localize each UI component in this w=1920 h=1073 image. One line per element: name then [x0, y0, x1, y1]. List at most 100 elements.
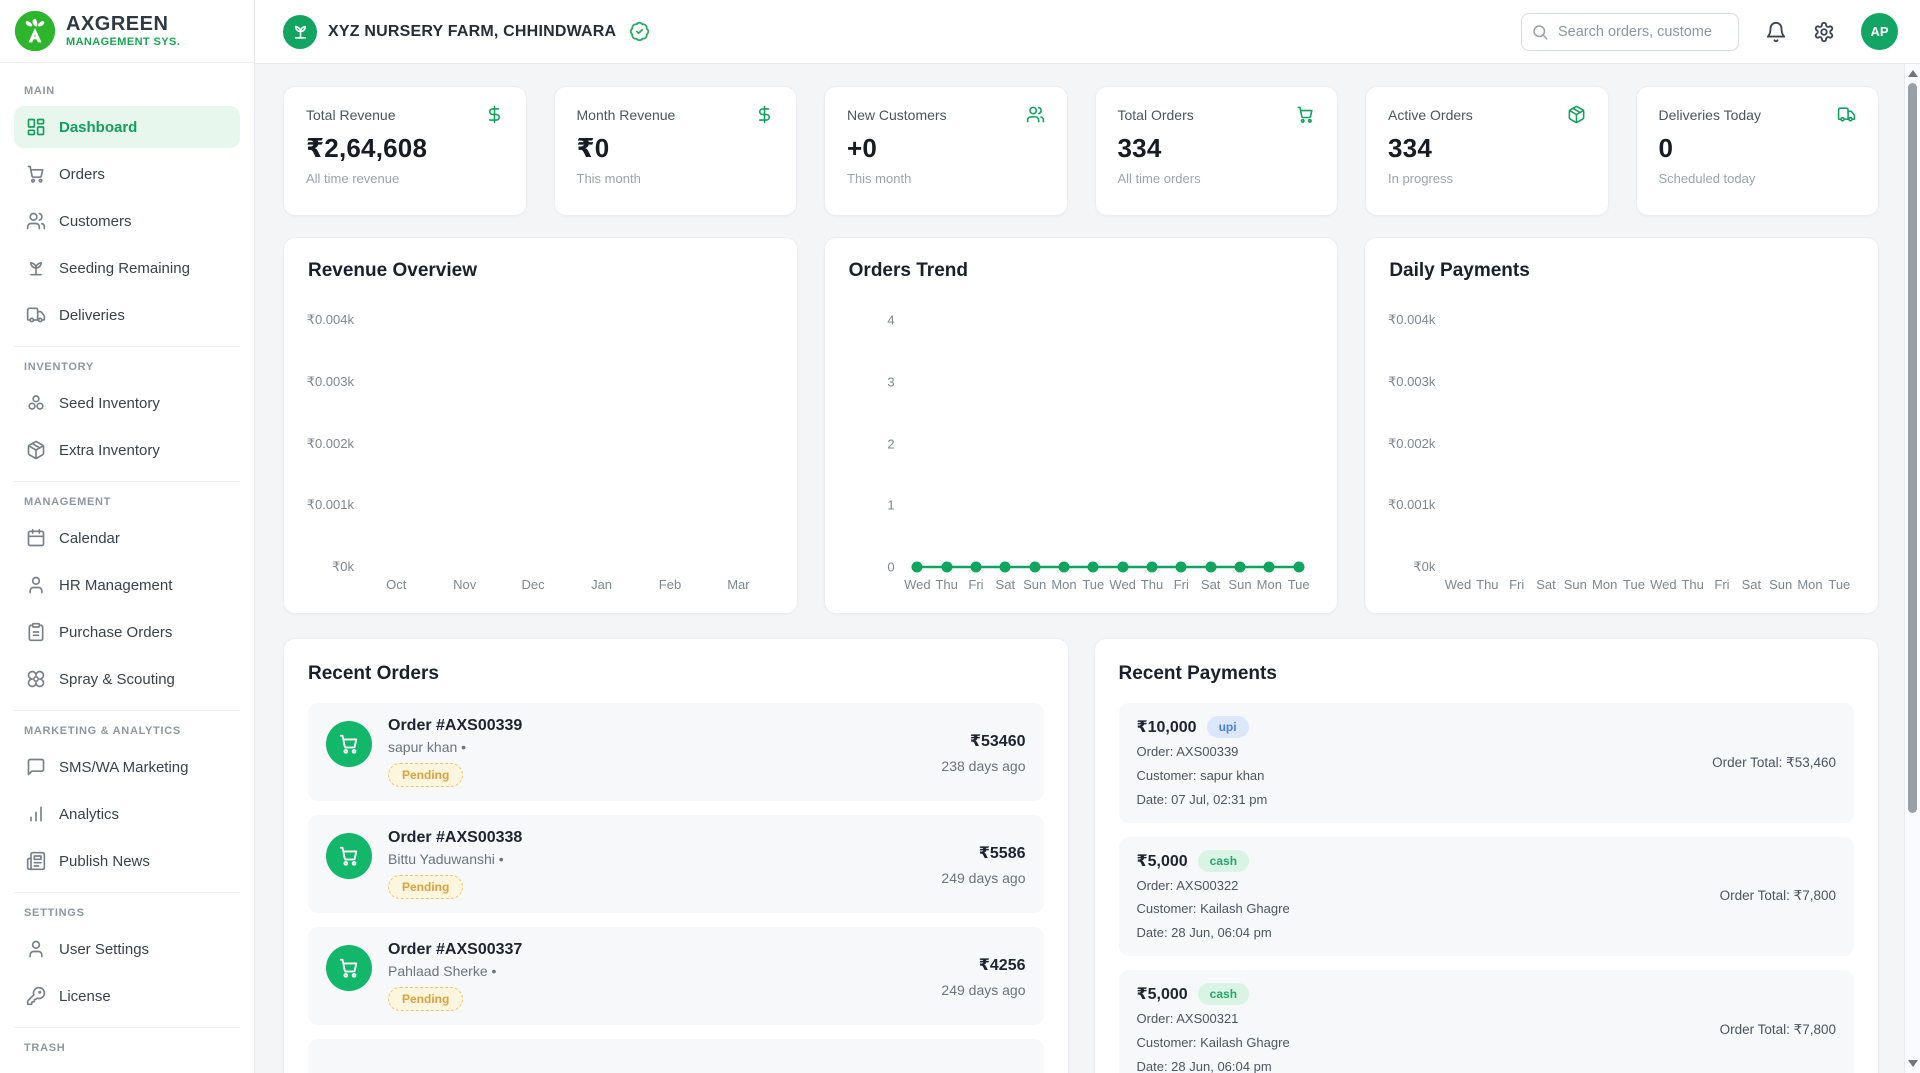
y-tick-label: ₹0k: [331, 559, 354, 574]
sidebar-item-orders[interactable]: Orders: [14, 153, 240, 195]
sidebar-item-purchase-orders[interactable]: Purchase Orders: [14, 611, 240, 653]
sprout-icon: [26, 258, 46, 278]
sidebar-item-label: Seeding Remaining: [59, 259, 190, 277]
chart-data-point: [1146, 561, 1158, 573]
stat-label: Active Orders: [1388, 106, 1473, 123]
order-row[interactable]: Order #AXS00337 Pahlaad Sherke • Pending ₹4…: [308, 927, 1044, 1025]
scrollbar-up-arrow[interactable]: [1907, 70, 1918, 77]
stat-card-total-revenue: Total Revenue ₹2,64,608 All time revenue: [283, 86, 527, 216]
payment-method-badge: upi: [1206, 716, 1249, 738]
sidebar-item-calendar[interactable]: Calendar: [14, 517, 240, 559]
x-tick-label: Mon: [1051, 577, 1077, 592]
y-tick-label: 3: [887, 374, 895, 390]
chart-data-point: [911, 561, 923, 573]
sidebar-item-user-settings[interactable]: User Settings: [14, 928, 240, 970]
stat-label: Total Orders: [1117, 106, 1194, 123]
sidebar-item-deliveries[interactable]: Deliveries: [14, 294, 240, 336]
payment-order: Order: AXS00321: [1136, 1011, 1239, 1027]
sidebar-item-license[interactable]: License: [14, 975, 240, 1017]
order-row[interactable]: Order #AXS00339 sapur khan • Pending ₹53460…: [308, 703, 1044, 801]
scrollbar-thumb[interactable]: [1908, 83, 1917, 813]
stat-sublabel: This month: [576, 171, 641, 186]
order-age: 238 days ago: [941, 757, 1026, 774]
sidebar-section-trash: TRASH: [14, 1027, 240, 1054]
search-icon: [1531, 23, 1549, 41]
order-row-partial[interactable]: [308, 1039, 1044, 1073]
x-tick-label: Sun: [1228, 577, 1252, 592]
brand-tagline: MANAGEMENT SYS.: [66, 35, 181, 48]
recent-orders-list: Order #AXS00339 sapur khan • Pending ₹53460…: [308, 703, 1044, 1073]
sidebar-section-main: MAIN Dashboard Orders Customers Seeding Rema…: [14, 85, 240, 336]
cart-icon: [326, 833, 372, 879]
chart-data-point: [1234, 561, 1246, 573]
payment-customer: Customer: Kailash Ghagre: [1136, 901, 1290, 917]
truck-icon: [26, 305, 46, 325]
x-tick-label: Nov: [453, 577, 477, 592]
chart-title: Orders Trend: [848, 260, 968, 281]
scrollbar-down-arrow[interactable]: [1907, 1060, 1918, 1067]
sidebar-section-title: TRASH: [24, 1042, 66, 1054]
stat-card-new-customers: New Customers +0 This month: [824, 86, 1068, 216]
x-tick-label: Sun: [1563, 577, 1587, 592]
x-tick-label: Sat: [1741, 577, 1762, 592]
sidebar-item-customers[interactable]: Customers: [14, 200, 240, 242]
bar-chart-icon: [26, 804, 46, 824]
sidebar-item-analytics[interactable]: Analytics: [14, 793, 240, 835]
order-row[interactable]: Order #AXS00338 Bittu Yaduwanshi • Pending…: [308, 815, 1044, 913]
chart-data-point: [1087, 561, 1099, 573]
x-tick-label: Mon: [1256, 577, 1282, 592]
x-tick-label: Thu: [1140, 577, 1164, 592]
chart-data-point: [1263, 561, 1275, 573]
y-tick-label: 1: [887, 497, 895, 513]
y-tick-label: ₹0.001k: [306, 497, 354, 513]
chart-data-point: [1058, 561, 1070, 573]
stat-sublabel: This month: [847, 171, 912, 186]
sidebar-item-spray-scouting[interactable]: Spray & Scouting: [14, 658, 240, 700]
recent-payments-title: Recent Payments: [1118, 663, 1277, 684]
chart-y-axis: 4 3 2 1 0: [849, 313, 903, 575]
stat-value: 334: [1117, 133, 1162, 163]
payment-order-total: Order Total: ₹7,800: [1719, 1021, 1836, 1037]
chart-y-axis: ₹0.004k ₹0.003k ₹0.002k ₹0.001k ₹0k: [1388, 312, 1443, 574]
x-tick-label: Mar: [727, 577, 750, 592]
stat-value: ₹2,64,608: [306, 133, 428, 163]
sidebar-item-hr-management[interactable]: HR Management: [14, 564, 240, 606]
boxes-icon: [26, 393, 46, 413]
stat-value: ₹0: [576, 133, 610, 163]
x-tick-label: Mon: [1797, 577, 1823, 592]
chart-data-point: [1175, 561, 1187, 573]
sidebar-item-label: SMS/WA Marketing: [59, 758, 189, 776]
payment-row[interactable]: ₹5,000 cash Order: AXS00322 Customer: Kaila…: [1118, 836, 1854, 957]
package-icon: [1567, 105, 1586, 124]
dashboard-icon: [26, 117, 46, 137]
sprout-icon: [283, 14, 317, 49]
chart-card-daily-payments: Daily Payments ₹0.004k ₹0.003k ₹0.002k ₹0.00…: [1364, 237, 1879, 614]
users-icon: [26, 211, 46, 231]
x-tick-label: Sun: [1023, 577, 1047, 592]
sidebar-item-seed-inventory[interactable]: Seed Inventory: [14, 382, 240, 424]
sidebar-item-label: Dashboard: [59, 118, 138, 136]
bell-icon[interactable]: [1765, 21, 1787, 43]
chart-data-point: [1029, 561, 1041, 573]
sidebar-item-extra-inventory[interactable]: Extra Inventory: [14, 429, 240, 471]
stat-value: +0: [847, 133, 878, 163]
avatar[interactable]: AP: [1861, 13, 1898, 50]
sidebar-item-label: Extra Inventory: [59, 441, 160, 459]
sidebar-item-publish-news[interactable]: Publish News: [14, 840, 240, 882]
x-tick-label: Sun: [1769, 577, 1793, 592]
payment-row[interactable]: ₹10,000 upi Order: AXS00339 Customer: sapur…: [1118, 703, 1854, 823]
package-icon: [26, 440, 46, 460]
gear-icon[interactable]: [1813, 21, 1835, 43]
sidebar-item-dashboard[interactable]: Dashboard: [14, 106, 240, 148]
sidebar-item-label: Customers: [59, 212, 132, 230]
x-tick-label: Thu: [1476, 577, 1499, 592]
payment-order-total: Order Total: ₹7,800: [1719, 888, 1836, 904]
order-amount: ₹5586: [978, 844, 1026, 862]
x-tick-label: Fri: [1509, 577, 1525, 592]
stat-value: 0: [1658, 133, 1674, 163]
sidebar-item-sms-wa-marketing[interactable]: SMS/WA Marketing: [14, 746, 240, 788]
chart-y-axis: ₹0.004k ₹0.003k ₹0.002k ₹0.001k ₹0k: [306, 312, 362, 574]
payment-row[interactable]: ₹5,000 cash Order: AXS00321 Customer: Kaila…: [1118, 970, 1854, 1073]
sidebar-item-seeding-remaining[interactable]: Seeding Remaining: [14, 247, 240, 289]
search-input[interactable]: [1521, 12, 1739, 51]
